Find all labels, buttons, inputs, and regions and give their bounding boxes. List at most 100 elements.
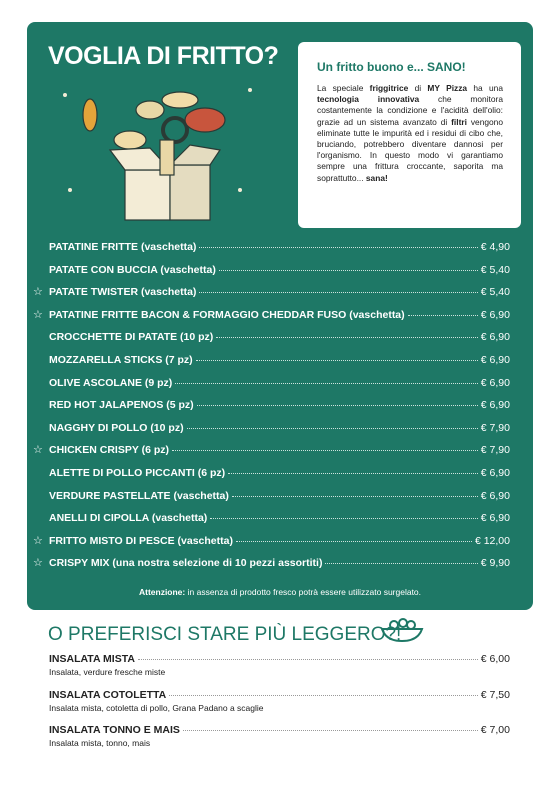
fries-illustration (63, 88, 252, 221)
menu-item: ☆ PATATE TWISTER (vaschetta) € 5,40 (33, 286, 510, 299)
title: VOGLIA DI FRITTO? (48, 42, 279, 70)
salad-price: € 6,00 (480, 653, 510, 665)
item-price: € 6,90 (480, 376, 510, 389)
menu-item: MOZZARELLA STICKS (7 pz) € 6,90 (49, 354, 510, 366)
info-title: Un fritto buono e... SANO! (317, 60, 466, 74)
item-price: € 6,90 (480, 467, 510, 479)
item-price: € 7,90 (480, 444, 510, 457)
text: che monitora costantemente la condizione… (317, 94, 503, 127)
leader (231, 495, 478, 497)
star-icon: ☆ (33, 444, 43, 457)
menu-item: ☆ CRISPY MIX (una nostra selezione di 10 … (33, 557, 510, 570)
leader (199, 292, 478, 294)
info-box: Un fritto buono e... SANO! La speciale f… (298, 42, 521, 228)
item-price: € 6,90 (480, 512, 510, 525)
leader (182, 730, 478, 731)
salads-title: O PREFERISCI STARE PIÙ LEGGERO?! (48, 624, 402, 645)
star-icon: ☆ (33, 286, 43, 299)
item-price: € 5,40 (480, 286, 510, 299)
text: di (408, 83, 428, 93)
salad-price: € 7,00 (480, 724, 510, 736)
item-price: € 6,90 (480, 489, 510, 502)
leader (407, 314, 478, 316)
menu-item: ANELLI DI CIPOLLA (vaschetta) € 6,90 (49, 512, 510, 524)
leader (199, 247, 478, 248)
leader (137, 659, 478, 660)
leader (169, 694, 478, 696)
item-price: € 6,90 (480, 308, 510, 321)
item-price: € 4,90 (480, 241, 510, 253)
menu-item: CROCCHETTE DI PATATE (10 pz) € 6,90 (49, 331, 510, 343)
leader (175, 382, 478, 384)
bold-text: tecnologia innovativa (317, 94, 420, 105)
text: La speciale (317, 83, 370, 93)
item-name: PATATINE FRITTE BACON & FORMAGGIO CHEDDA… (49, 308, 405, 321)
item-name: CHICKEN CRISPY (6 pz) (49, 444, 169, 457)
salad-line: INSALATA MISTA € 6,00 (49, 653, 510, 665)
salad-line: INSALATA COTOLETTA € 7,50 (49, 689, 510, 701)
menu-item: ALETTE DI POLLO PICCANTI (6 pz) € 6,90 (49, 467, 510, 479)
menu-item: ☆ CHICKEN CRISPY (6 pz) € 7,90 (33, 444, 510, 457)
item-price: € 6,90 (480, 354, 510, 366)
star-icon: ☆ (33, 557, 43, 570)
menu-item: ☆ PATATINE FRITTE BACON & FORMAGGIO CHEDD… (33, 308, 510, 321)
menu-item: NAGGHY DI POLLO (10 pz) € 7,90 (49, 422, 510, 434)
leader (195, 360, 478, 361)
star-icon: ☆ (33, 534, 43, 547)
menu-item: OLIVE ASCOLANE (9 pz) € 6,90 (49, 377, 510, 389)
item-name: PATATE TWISTER (vaschetta) (49, 286, 197, 299)
notice: Attenzione: in assenza di prodotto fresc… (27, 587, 533, 597)
salad-item: INSALATA TONNO E MAIS € 7,00 Insalata mist… (49, 724, 510, 748)
item-price: € 6,90 (480, 331, 510, 344)
salad-item: INSALATA COTOLETTA € 7,50 Insalata mista, … (49, 689, 510, 713)
menu-item: RED HOT JALAPENOS (5 pz) € 6,90 (49, 399, 510, 411)
item-name: OLIVE ASCOLANE (9 pz) (49, 376, 173, 389)
item-name: PATATE CON BUCCIA (vaschetta) (49, 263, 216, 276)
salad-line: INSALATA TONNO E MAIS € 7,00 (49, 724, 510, 736)
text: vengono eliminate tutte le impurità ed i… (317, 116, 503, 183)
item-name: CRISPY MIX (una nostra selezione di 10 p… (49, 557, 323, 570)
leader (172, 450, 478, 452)
leader (325, 563, 478, 565)
salad-name: INSALATA COTOLETTA (49, 688, 167, 701)
leader (210, 518, 478, 520)
leader (228, 473, 478, 474)
item-price: € 9,90 (480, 557, 510, 570)
item-name: FRITTO MISTO DI PESCE (vaschetta) (49, 534, 233, 547)
item-price: € 6,90 (480, 399, 510, 412)
text: ha una (467, 83, 503, 93)
salad-name: INSALATA MISTA (49, 653, 135, 665)
bold-text: filtri (451, 116, 467, 127)
item-price: € 7,90 (480, 421, 510, 434)
leader (196, 405, 478, 407)
item-name: NAGGHY DI POLLO (10 pz) (49, 421, 184, 434)
text: in assenza di prodotto fresco potrà esse… (185, 587, 422, 597)
salad-price: € 7,50 (480, 688, 510, 701)
item-price: € 12,00 (474, 534, 510, 547)
bold-text: friggitrice (369, 83, 409, 93)
salad-description: Insalata mista, tonno, mais (49, 738, 151, 748)
leader (186, 427, 478, 429)
item-name: ANELLI DI CIPOLLA (vaschetta) (49, 512, 208, 525)
bold-text: MY Pizza (427, 83, 468, 93)
leader (216, 337, 478, 339)
star-icon: ☆ (33, 308, 43, 321)
salad-item: INSALATA MISTA € 6,00 Insalata, verdure fr… (49, 653, 510, 677)
menu-item: PATATINE FRITTE (vaschetta) € 4,90 (49, 241, 510, 253)
item-name: CROCCHETTE DI PATATE (10 pz) (49, 331, 214, 344)
item-name: RED HOT JALAPENOS (5 pz) (49, 399, 194, 412)
leader (218, 269, 478, 271)
info-body: La speciale friggitrice di MY Pizza ha u… (317, 83, 503, 184)
salad-description: Insalata mista, cotoletta di pollo, Gran… (49, 702, 264, 713)
bold-text: sana! (365, 172, 388, 183)
menu-item: PATATE CON BUCCIA (vaschetta) € 5,40 (49, 264, 510, 276)
salad-description: Insalata, verdure fresche miste (49, 667, 166, 677)
item-name: VERDURE PASTELLATE (vaschetta) (49, 489, 229, 502)
menu-item: ☆ FRITTO MISTO DI PESCE (vaschetta) € 12,0… (33, 534, 510, 547)
leader (235, 540, 472, 542)
menu-item: VERDURE PASTELLATE (vaschetta) € 6,90 (49, 490, 510, 502)
item-price: € 5,40 (480, 263, 510, 276)
item-name: PATATINE FRITTE (vaschetta) (49, 241, 197, 253)
salad-name: INSALATA TONNO E MAIS (49, 724, 180, 736)
